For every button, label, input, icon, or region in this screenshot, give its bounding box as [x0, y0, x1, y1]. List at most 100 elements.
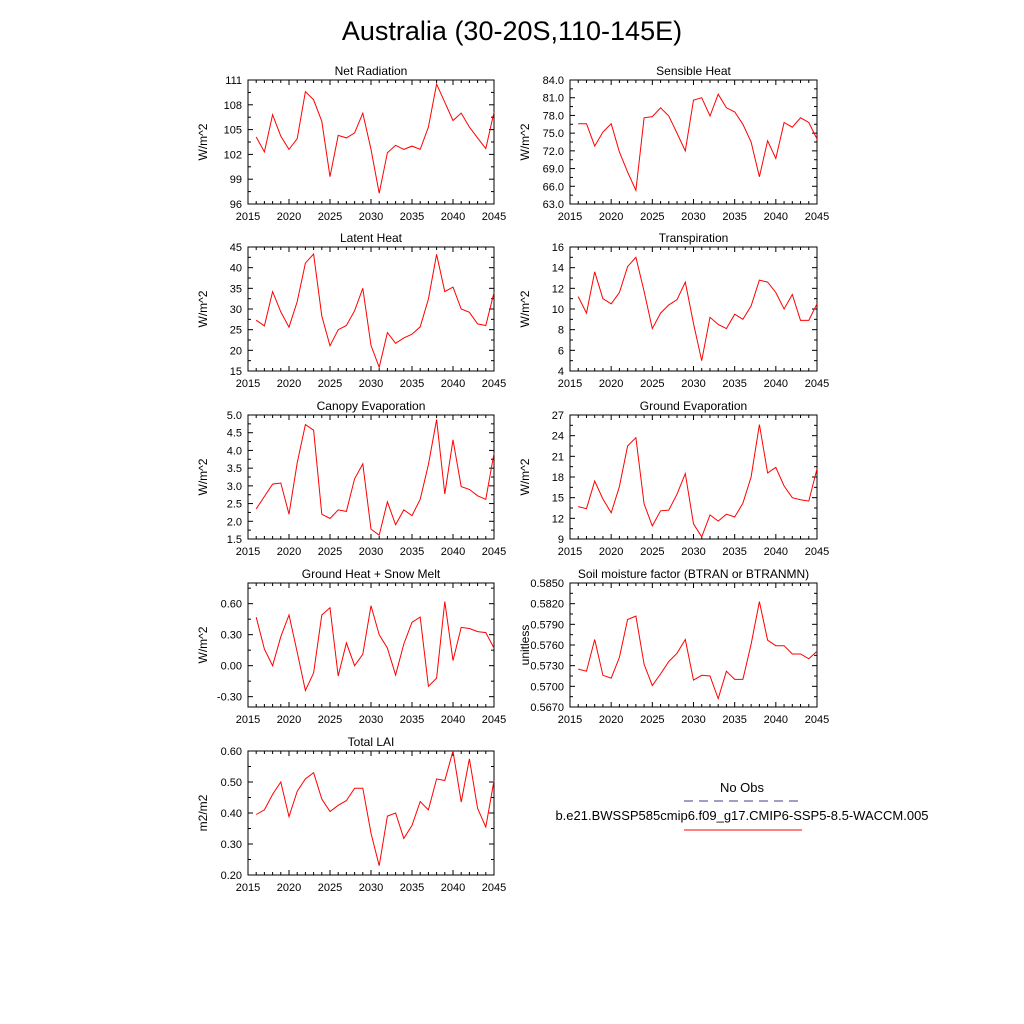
sensible-heat-y-tick-label: 72.0	[543, 146, 564, 158]
sensible-heat-x-tick-label: 2045	[805, 211, 829, 223]
soil-moisture-factor-btran-or-btranmn-axes-frame	[569, 582, 818, 708]
canopy-evaporation-y-tick-label: 3.0	[227, 481, 242, 493]
total-lai-x-tick-label: 2045	[482, 882, 506, 894]
transpiration-y-tick-label: 14	[552, 263, 564, 275]
sensible-heat-y-tick-label: 75.0	[543, 128, 564, 140]
ground-heat-snow-melt-x-tick-label: 2035	[400, 714, 424, 726]
latent-heat-y-tick-label: 25	[230, 325, 242, 337]
sensible-heat-series-line	[578, 93, 818, 193]
ground-heat-snow-melt-x-tick-label: 2020	[277, 714, 301, 726]
ground-evaporation-x-tick-label: 2020	[599, 546, 623, 558]
soil-moisture-factor-btran-or-btranmn-y-tick-label: 0.5820	[530, 599, 564, 611]
soil-moisture-factor-btran-or-btranmn-y-tick-label: 0.5670	[530, 702, 564, 714]
canopy-evaporation-x-tick-label: 2020	[277, 546, 301, 558]
ground-evaporation-y-tick-label: 18	[552, 472, 564, 484]
ground-evaporation-y-tick-label: 9	[558, 534, 564, 546]
canopy-evaporation-x-tick-label: 2045	[482, 546, 506, 558]
ground-evaporation-x-tick-label: 2040	[764, 546, 788, 558]
net-radiation-y-tick-label: 102	[224, 149, 242, 161]
soil-moisture-factor-btran-or-btranmn-y-tick-label: 0.5760	[530, 640, 564, 652]
ground-evaporation-x-tick-label: 2015	[558, 546, 582, 558]
legend: No Obs b.e21.BWSSP585cmip6.f09_g17.CMIP6…	[555, 780, 929, 831]
net-radiation-y-tick-label: 96	[230, 199, 242, 211]
canopy-evaporation-y-tick-label: 5.0	[227, 410, 242, 422]
net-radiation-x-tick-label: 2030	[359, 211, 383, 223]
canopy-evaporation-y-tick-label: 1.5	[227, 534, 242, 546]
net-radiation-x-tick-label: 2035	[400, 211, 424, 223]
soil-moisture-factor-btran-or-btranmn-title: Soil moisture factor (BTRAN or BTRANMN)	[578, 567, 809, 581]
latent-heat-y-tick-label: 40	[230, 263, 242, 275]
transpiration-x-tick-label: 2045	[805, 378, 829, 390]
soil-moisture-factor-btran-or-btranmn-y-tick-label: 0.5790	[530, 619, 564, 631]
ground-evaporation-y-tick-label: 27	[552, 410, 564, 422]
net-radiation-y-tick-label: 108	[224, 100, 242, 112]
soil-moisture-factor-btran-or-btranmn-x-tick-label: 2045	[805, 714, 829, 726]
soil-moisture-factor-btran-or-btranmn-y-axis-label: unitless	[518, 625, 532, 666]
net-radiation-panel: Net Radiation 2015 2020 2025 2030 2035 2040 204…	[196, 64, 506, 223]
latent-heat-y-tick-label: 45	[230, 242, 242, 254]
latent-heat-y-axis-label: W/m^2	[196, 290, 210, 327]
ground-evaporation-x-tick-label: 2030	[681, 546, 705, 558]
canopy-evaporation-x-tick-label: 2040	[441, 546, 465, 558]
ground-evaporation-series-line	[578, 424, 818, 539]
canopy-evaporation-panel: Canopy Evaporation 2015 2020 2025 2030 2035 20…	[196, 399, 506, 558]
total-lai-x-tick-label: 2025	[318, 882, 342, 894]
latent-heat-x-tick-label: 2030	[359, 378, 383, 390]
canopy-evaporation-x-tick-label: 2015	[236, 546, 260, 558]
soil-moisture-factor-btran-or-btranmn-series-line	[578, 601, 818, 701]
total-lai-y-tick-label: 0.30	[221, 839, 242, 851]
transpiration-x-tick-label: 2030	[681, 378, 705, 390]
total-lai-x-tick-label: 2020	[277, 882, 301, 894]
ground-evaporation-y-tick-label: 15	[552, 493, 564, 505]
canopy-evaporation-y-tick-label: 4.0	[227, 445, 242, 457]
figure-title: Australia (30-20S,110-145E)	[342, 16, 682, 46]
total-lai-panel: Total LAI 2015 2020 2025 2030 2035 2040 2045 0.2…	[196, 735, 506, 894]
canopy-evaporation-y-tick-label: 2.0	[227, 516, 242, 528]
transpiration-title: Transpiration	[659, 231, 729, 245]
total-lai-y-axis-label: m2/m2	[196, 794, 210, 831]
sensible-heat-y-tick-label: 84.0	[543, 75, 564, 87]
ground-heat-snow-melt-y-tick-label: -0.30	[217, 692, 242, 704]
transpiration-y-tick-label: 4	[558, 366, 564, 378]
legend-label-model-run: b.e21.BWSSP585cmip6.f09_g17.CMIP6-SSP5-8…	[555, 808, 928, 823]
canopy-evaporation-title: Canopy Evaporation	[317, 399, 426, 413]
transpiration-x-tick-label: 2015	[558, 378, 582, 390]
total-lai-x-tick-label: 2035	[400, 882, 424, 894]
latent-heat-y-tick-label: 30	[230, 304, 242, 316]
ground-evaporation-y-tick-label: 12	[552, 513, 564, 525]
transpiration-x-tick-label: 2040	[764, 378, 788, 390]
canopy-evaporation-x-tick-label: 2030	[359, 546, 383, 558]
ground-heat-snow-melt-y-tick-label: 0.00	[221, 661, 242, 673]
total-lai-y-tick-label: 0.40	[221, 808, 242, 820]
transpiration-x-tick-label: 2020	[599, 378, 623, 390]
soil-moisture-factor-btran-or-btranmn-x-tick-label: 2040	[764, 714, 788, 726]
latent-heat-x-tick-label: 2045	[482, 378, 506, 390]
soil-moisture-factor-btran-or-btranmn-y-tick-label: 0.5850	[530, 578, 564, 590]
canopy-evaporation-y-tick-label: 3.5	[227, 463, 242, 475]
soil-moisture-factor-btran-or-btranmn-y-tick-label: 0.5700	[530, 681, 564, 693]
transpiration-y-tick-label: 16	[552, 242, 564, 254]
sensible-heat-panel: Sensible Heat 2015 2020 2025 2030 2035 2040 204…	[518, 64, 829, 223]
canopy-evaporation-y-axis-label: W/m^2	[196, 458, 210, 495]
net-radiation-series-line	[255, 82, 495, 194]
total-lai-x-tick-label: 2040	[441, 882, 465, 894]
transpiration-y-tick-label: 6	[558, 345, 564, 357]
ground-evaporation-title: Ground Evaporation	[640, 399, 747, 413]
soil-moisture-factor-btran-or-btranmn-panel: Soil moisture factor (BTRAN or BTRANMN) 2…	[518, 567, 829, 726]
sensible-heat-y-tick-label: 63.0	[543, 199, 564, 211]
transpiration-y-tick-label: 10	[552, 304, 564, 316]
net-radiation-y-tick-label: 99	[230, 174, 242, 186]
latent-heat-x-tick-label: 2015	[236, 378, 260, 390]
sensible-heat-x-tick-label: 2020	[599, 211, 623, 223]
sensible-heat-y-tick-label: 69.0	[543, 164, 564, 176]
latent-heat-y-tick-label: 20	[230, 345, 242, 357]
net-radiation-y-tick-label: 105	[224, 125, 242, 137]
sensible-heat-x-tick-label: 2030	[681, 211, 705, 223]
soil-moisture-factor-btran-or-btranmn-x-tick-label: 2020	[599, 714, 623, 726]
net-radiation-x-tick-label: 2025	[318, 211, 342, 223]
transpiration-x-tick-label: 2035	[722, 378, 746, 390]
net-radiation-y-tick-label: 111	[225, 75, 242, 87]
transpiration-axes-frame	[569, 246, 818, 372]
